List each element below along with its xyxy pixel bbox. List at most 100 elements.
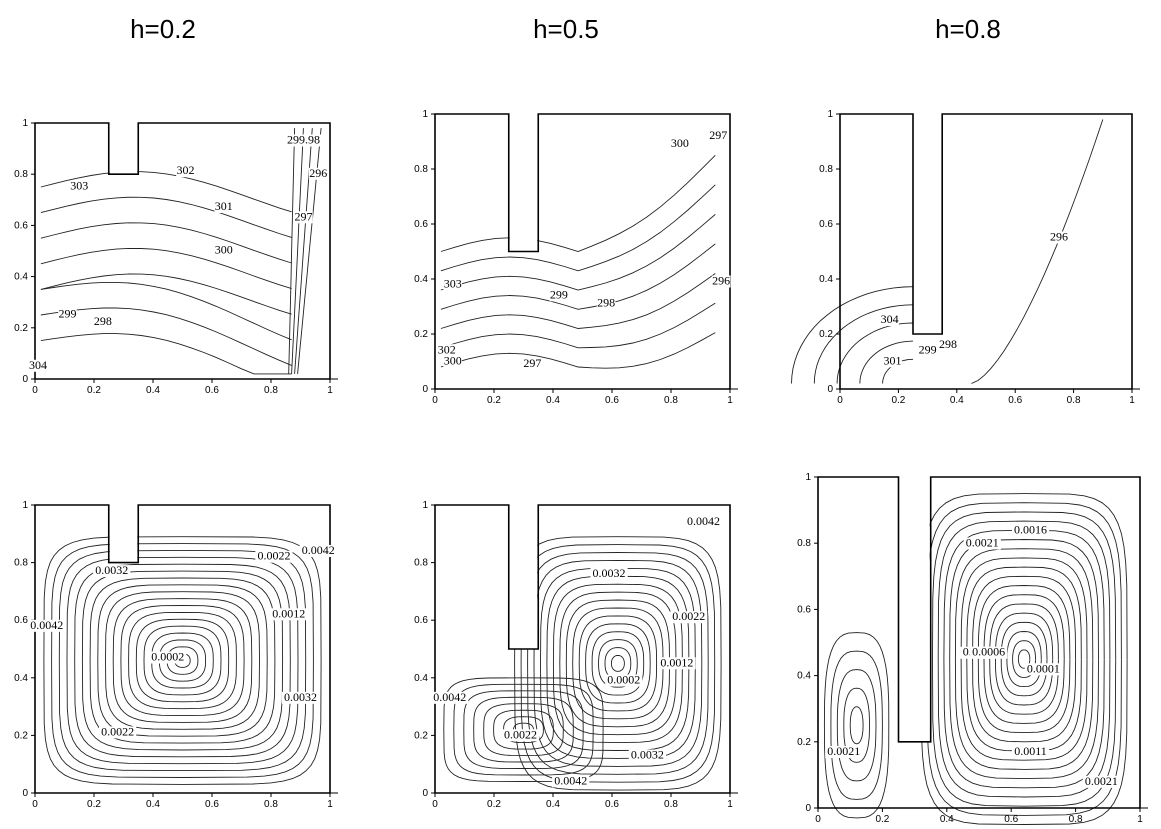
cavity-mask: [900, 471, 930, 742]
contour-label: 0.0022: [504, 727, 537, 741]
y-tick-label: 1: [827, 109, 833, 120]
contour-line: [41, 282, 292, 339]
contour-line: [579, 616, 656, 711]
y-tick-label: 0.8: [14, 169, 28, 180]
contour-line: [933, 512, 1116, 806]
x-tick-label: 1: [1137, 814, 1143, 825]
contour-label: 298: [939, 337, 957, 351]
contour-label: 299.98: [287, 132, 320, 146]
contour-label: 304: [29, 358, 47, 372]
y-tick-label: 0.2: [414, 329, 428, 340]
cavity-boundary: [818, 477, 1140, 808]
x-tick-label: 0.2: [487, 395, 501, 406]
y-tick-label: 0.4: [797, 671, 811, 682]
contour-line: [41, 197, 292, 237]
contour-label: 299: [58, 307, 76, 321]
cavity-mask: [510, 108, 538, 252]
contour-label: 300: [215, 243, 233, 257]
y-tick-label: 0: [805, 803, 811, 814]
cavity-mask: [510, 499, 538, 649]
contour-label: 304: [881, 312, 899, 326]
y-tick-label: 0.8: [797, 538, 811, 549]
contour-label: 299: [919, 342, 937, 356]
x-tick-label: 0.6: [1004, 814, 1018, 825]
contour-line: [441, 274, 715, 329]
x-tick-label: 0: [837, 395, 843, 406]
contour-line: [573, 608, 663, 719]
y-tick-label: 0.4: [414, 274, 428, 285]
contour-label: 0.0002: [151, 650, 184, 664]
contour-line: [990, 604, 1059, 714]
x-tick-label: 1: [327, 385, 333, 396]
x-tick-label: 0.4: [950, 395, 964, 406]
contour-label: 0.0022: [672, 609, 705, 623]
y-tick-label: 0.6: [414, 615, 428, 626]
contour-line: [984, 595, 1064, 724]
cavity-mask: [914, 108, 941, 334]
x-tick-label: 1: [727, 799, 733, 810]
x-tick-label: 0.2: [891, 395, 905, 406]
x-tick-label: 0.4: [146, 799, 160, 810]
y-tick-label: 0.6: [14, 220, 28, 231]
contour-label: 303: [70, 179, 88, 193]
contour-label: 0.0032: [95, 563, 128, 577]
x-tick-label: 0.2: [87, 799, 101, 810]
x-tick-label: 0.2: [875, 814, 889, 825]
y-tick-label: 1: [22, 500, 28, 511]
contour-label: 303: [444, 276, 462, 290]
contour-line: [792, 287, 914, 384]
x-tick-label: 1: [727, 395, 733, 406]
contour-label: 0.0012: [272, 606, 305, 620]
x-tick-label: 0.8: [664, 799, 678, 810]
x-tick-label: 0.8: [264, 799, 278, 810]
y-tick-label: 0.6: [14, 615, 28, 626]
contour-line: [611, 656, 624, 672]
x-tick-label: 0.4: [146, 385, 160, 396]
contour-label: 297: [523, 356, 541, 370]
y-tick-label: 0.6: [819, 219, 833, 230]
contour-line: [41, 334, 292, 374]
contour-line: [1001, 622, 1047, 696]
x-tick-label: 0.6: [205, 799, 219, 810]
y-tick-label: 0.2: [414, 730, 428, 741]
y-tick-label: 1: [805, 472, 811, 483]
contour-line: [441, 155, 715, 251]
contour-label: 0.0021: [966, 536, 999, 550]
cavity-boundary: [35, 123, 330, 379]
y-tick-label: 0: [422, 384, 428, 395]
contour-label: 300: [671, 136, 689, 150]
contour-line: [837, 323, 913, 384]
x-tick-label: 0.8: [264, 385, 278, 396]
y-tick-label: 0.2: [819, 329, 833, 340]
x-tick-label: 0.8: [664, 395, 678, 406]
x-tick-label: 0.6: [1008, 395, 1022, 406]
y-tick-label: 0.8: [414, 164, 428, 175]
cavity-mask: [110, 117, 138, 174]
x-tick-label: 0.2: [487, 799, 501, 810]
contour-label: 0.0042: [687, 514, 720, 528]
contour-line: [586, 624, 651, 703]
y-tick-label: 0.2: [14, 730, 28, 741]
contour-line: [837, 670, 876, 781]
y-tick-label: 0: [22, 788, 28, 799]
y-tick-label: 1: [422, 109, 428, 120]
contour-label: 0.0006: [972, 645, 1005, 659]
y-tick-label: 0.4: [14, 673, 28, 684]
contour-label: 300: [444, 353, 462, 367]
contour-label: 0.0022: [257, 549, 290, 563]
x-tick-label: 1: [1129, 395, 1135, 406]
contour-line: [1007, 632, 1041, 687]
contour-line: [961, 558, 1087, 760]
x-tick-label: 0.4: [546, 395, 560, 406]
cavity-mask: [110, 499, 138, 563]
y-tick-label: 0.6: [414, 219, 428, 230]
contour-label: 296: [1050, 230, 1068, 244]
contour-line: [973, 576, 1076, 742]
contour-label: 0.0042: [433, 690, 466, 704]
y-tick-label: 0.8: [14, 558, 28, 569]
y-tick-label: 0.6: [797, 604, 811, 615]
x-tick-label: 0: [32, 385, 38, 396]
contour-label: 298: [94, 314, 112, 328]
contour-label: 296: [712, 274, 730, 288]
